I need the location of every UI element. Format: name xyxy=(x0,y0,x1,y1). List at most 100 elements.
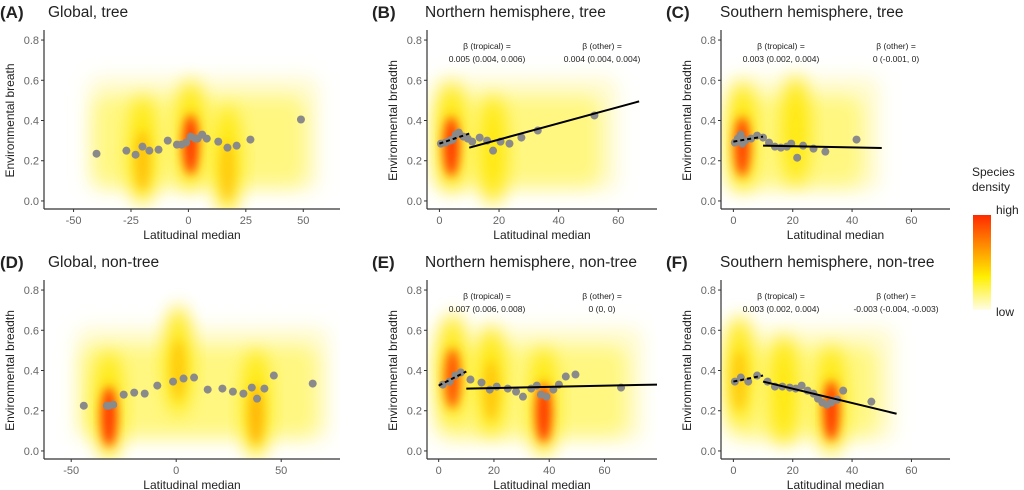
y-tick-label: 0.0 xyxy=(24,446,39,458)
legend-high-label: high xyxy=(996,203,1019,217)
x-tick-label: 0 xyxy=(730,215,736,227)
panel-a: 0.0 0.2 0.4 0.6 0.8 -50 -25 0 25 50 Latitudinal me… xyxy=(0,3,340,242)
y-tick-label: 0.2 xyxy=(407,406,422,418)
fit-line-tropical xyxy=(438,370,467,387)
data-point xyxy=(747,134,756,143)
data-point xyxy=(308,379,317,388)
data-point xyxy=(214,137,223,146)
data-point xyxy=(119,390,128,399)
x-tick-label: 60 xyxy=(905,465,917,477)
x-tick-label: 0 xyxy=(185,215,191,227)
data-point xyxy=(867,397,876,406)
data-point xyxy=(485,385,494,394)
data-point xyxy=(202,134,211,143)
data-point xyxy=(253,394,262,403)
data-point xyxy=(296,115,305,124)
beta-annotation-value: 0 (-0.001, 0) xyxy=(873,54,919,64)
y-axis-title: Environmental breadth xyxy=(3,310,17,431)
beta-annotation-value: 0.004 (0.004, 0.004) xyxy=(564,54,641,64)
data-point xyxy=(475,133,484,142)
data-point xyxy=(489,146,498,155)
data-point xyxy=(797,381,806,390)
data-point xyxy=(492,382,501,391)
data-point xyxy=(138,142,147,151)
legend-color-bar xyxy=(973,215,991,310)
y-tick-label: 0.2 xyxy=(701,156,716,168)
data-point xyxy=(512,387,521,396)
data-point xyxy=(466,375,475,384)
density-hotspot-core xyxy=(823,380,840,441)
fit-line-other xyxy=(466,383,658,390)
data-point xyxy=(203,385,212,394)
x-tick-label: -50 xyxy=(66,215,82,227)
density-layer xyxy=(429,76,619,206)
data-point xyxy=(190,373,199,382)
points-layer xyxy=(92,115,305,159)
data-point xyxy=(532,381,541,390)
x-tick-label: 50 xyxy=(297,215,309,227)
data-point xyxy=(542,392,551,401)
density-legend: Species density high low xyxy=(972,165,1019,319)
y-tick-label: 0.8 xyxy=(407,35,422,47)
fit-line-tropical xyxy=(733,374,764,383)
x-tick-label: 0 xyxy=(173,465,179,477)
density-hotspot-core xyxy=(535,382,552,443)
y-tick-label: 0.8 xyxy=(701,285,716,297)
y-tick-label: 0.0 xyxy=(407,196,422,208)
beta-annotation-label: β (tropical) = xyxy=(463,291,511,301)
y-tick-label: 0.8 xyxy=(24,285,39,297)
density-layer xyxy=(87,76,320,209)
data-point xyxy=(169,377,178,386)
y-tick-label: 0.6 xyxy=(701,75,716,87)
beta-annotation-value: 0.007 (0.006, 0.008) xyxy=(449,304,526,314)
y-tick-label: 0.4 xyxy=(407,366,422,378)
x-tick-label: 40 xyxy=(846,465,858,477)
beta-annotation-value: -0.003 (-0.004, -0.003) xyxy=(853,304,938,314)
data-point xyxy=(179,374,188,383)
y-tick-label: 0.6 xyxy=(24,325,39,337)
data-point xyxy=(468,137,477,146)
x-tick-label: 20 xyxy=(493,215,505,227)
beta-annotation-label: β (tropical) = xyxy=(463,41,511,51)
y-tick-label: 0.0 xyxy=(24,196,39,208)
density-hotspot-core xyxy=(134,130,151,191)
y-tick-label: 0.6 xyxy=(24,75,39,87)
fit-line-tropical xyxy=(733,135,764,143)
x-tick-label: 60 xyxy=(905,215,917,227)
data-point xyxy=(827,398,836,407)
data-point xyxy=(163,136,172,145)
fit-line-other xyxy=(468,100,640,149)
x-tick-label: 0 xyxy=(730,465,736,477)
y-tick-label: 0.4 xyxy=(407,116,422,128)
data-point xyxy=(247,383,256,392)
data-point xyxy=(518,392,527,401)
data-point xyxy=(223,143,232,152)
data-point xyxy=(218,384,227,393)
fit-line-other xyxy=(762,380,897,415)
panel-c: 0.0 0.2 0.4 0.6 0.8 0 20 40 60 Latitudinal median… xyxy=(666,3,950,242)
beta-annotation-value: 0.003 (0.002, 0.004) xyxy=(743,54,820,64)
x-axis-title: Latitudinal median xyxy=(143,478,240,490)
y-tick-label: 0.4 xyxy=(24,366,39,378)
data-point xyxy=(821,147,830,156)
y-tick-label: 0.0 xyxy=(701,196,716,208)
y-tick-label: 0.2 xyxy=(701,406,716,418)
data-point xyxy=(753,371,762,380)
panel-letter: (E) xyxy=(372,253,395,272)
points-layer xyxy=(79,371,317,410)
data-point xyxy=(182,138,191,147)
data-point xyxy=(130,388,139,397)
y-axis-title: Environmental breath xyxy=(3,63,17,177)
x-tick-label: 40 xyxy=(543,465,555,477)
panel-title: Northern hemisphere, non-tree xyxy=(425,254,637,271)
panel-title: Global, tree xyxy=(48,4,128,21)
fit-line-other xyxy=(763,144,882,150)
y-tick-label: 0.8 xyxy=(24,35,39,47)
data-point xyxy=(852,135,861,144)
y-tick-label: 0.8 xyxy=(701,35,716,47)
data-point xyxy=(744,377,753,386)
density-layer xyxy=(723,315,896,456)
beta-annotation-label: β (other) = xyxy=(582,291,622,301)
x-axis-title: Latitudinal median xyxy=(143,228,240,242)
